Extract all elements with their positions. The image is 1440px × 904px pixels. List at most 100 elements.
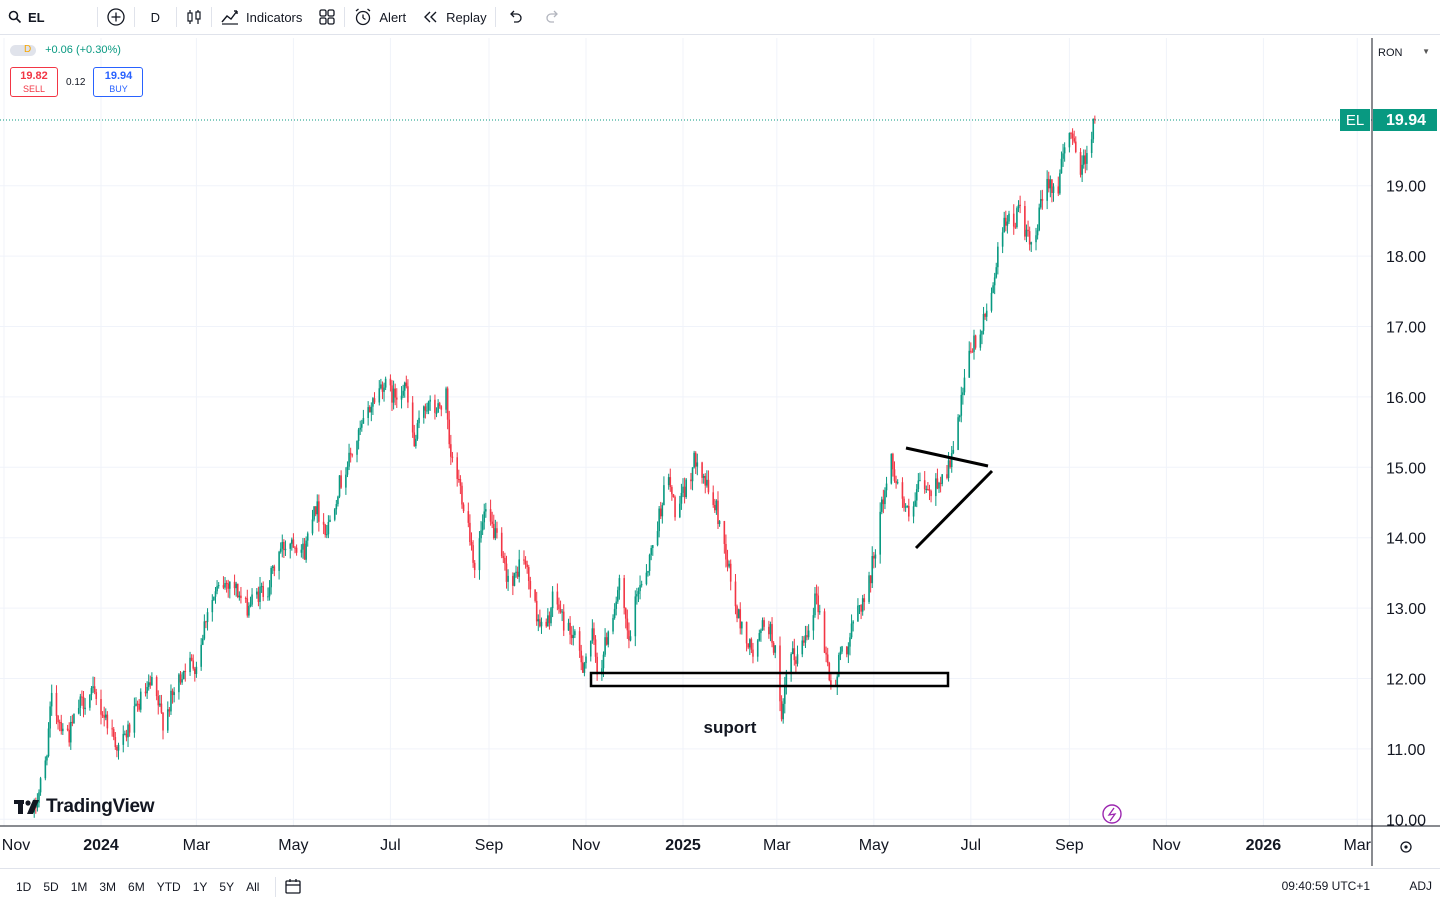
candle (116, 745, 118, 758)
range-button-all[interactable]: All (246, 879, 260, 894)
candle (467, 502, 470, 528)
candle (244, 596, 247, 603)
candle (535, 591, 538, 626)
toolbar-divider (176, 7, 178, 27)
candle (1062, 143, 1064, 167)
price-axis[interactable]: 19.00 18.00 17.00 16.00 15.00 14.00 13.00 12.00… (1386, 179, 1426, 830)
range-button-3m[interactable]: 3M (99, 879, 117, 894)
indicators-button[interactable]: Indicators (212, 0, 310, 34)
candle (623, 574, 625, 615)
range-button-5d[interactable]: 5D (43, 879, 59, 894)
interval-button[interactable]: D (135, 0, 176, 34)
triangle-lower-trendline[interactable] (914, 469, 994, 550)
candle (357, 427, 360, 450)
candle (567, 618, 570, 631)
candle (613, 603, 616, 620)
go-to-date-button[interactable] (276, 870, 310, 904)
candle (702, 473, 705, 484)
candle (71, 714, 74, 727)
candle (373, 392, 376, 405)
range-button-1d[interactable]: 1D (16, 879, 32, 894)
candle (38, 789, 40, 808)
redo-button[interactable] (534, 0, 572, 34)
time-axis-settings-button[interactable] (1400, 841, 1412, 853)
candle (201, 634, 204, 646)
candle (669, 468, 672, 492)
triangle-upper-trendline[interactable] (905, 446, 989, 468)
candle (395, 388, 398, 408)
candle (850, 614, 853, 640)
candle (803, 636, 805, 646)
candle (136, 700, 139, 712)
candle (292, 533, 295, 548)
candle (329, 515, 331, 523)
layouts-button[interactable] (310, 0, 344, 34)
sell-button[interactable]: 19.82 SELL (10, 67, 58, 97)
candle (151, 672, 153, 686)
candle (267, 587, 269, 601)
support-rectangle[interactable] (589, 671, 950, 688)
candle (661, 502, 664, 524)
candle (1094, 115, 1096, 124)
candle (485, 502, 487, 518)
candle (1035, 227, 1037, 251)
range-button-5y[interactable]: 5Y (219, 879, 235, 894)
chart-pane[interactable]: suport 19.00 18.00 17.00 16.00 15.00 14.00 13.… (0, 38, 1440, 866)
candle (1084, 149, 1087, 174)
candle (904, 503, 907, 512)
undo-button[interactable] (496, 0, 534, 34)
candle (349, 447, 352, 463)
candle (268, 580, 271, 601)
candle (1025, 224, 1028, 243)
candle (1079, 148, 1082, 178)
alert-button[interactable]: Alert (345, 0, 414, 34)
candle (281, 534, 284, 558)
candle (82, 691, 85, 718)
compare-symbol-button[interactable] (98, 0, 134, 34)
candle (957, 414, 959, 451)
candle (585, 653, 587, 669)
tradingview-logo[interactable]: TradingView (14, 796, 155, 818)
range-button-6m[interactable]: 6M (128, 879, 145, 894)
time-tick-label: Sep (475, 837, 504, 854)
candle (750, 637, 753, 654)
clock[interactable]: 09:40:59 UTC+1 (1281, 879, 1370, 893)
candle (50, 684, 53, 716)
symbol-search-button[interactable]: EL (0, 0, 53, 34)
legend-toggle[interactable]: D (10, 44, 36, 56)
candle (707, 470, 710, 495)
candle (279, 542, 282, 554)
candle (772, 641, 775, 656)
candle (69, 715, 72, 750)
currency-selector[interactable]: RON ▼ (1372, 40, 1436, 64)
candle (807, 624, 810, 640)
candle (448, 410, 451, 449)
candle (84, 698, 86, 715)
range-button-1y[interactable]: 1Y (192, 879, 208, 894)
lightning-bolt-icon[interactable] (1102, 804, 1122, 824)
interval-label: D (150, 9, 161, 25)
candle (222, 576, 225, 590)
candle (1059, 169, 1061, 196)
adj-toggle[interactable]: ADJ (1409, 879, 1432, 893)
candle (283, 539, 285, 558)
candle (316, 494, 319, 523)
candle (582, 655, 584, 673)
replay-button[interactable]: Replay (414, 0, 494, 34)
candle (295, 544, 298, 556)
candle (973, 329, 975, 360)
buy-button[interactable]: 19.94 BUY (93, 67, 144, 97)
candle (935, 473, 937, 506)
candle (214, 587, 217, 604)
candle (984, 312, 986, 320)
chart-type-button[interactable] (177, 0, 211, 34)
candle (804, 625, 807, 648)
last-price-symbol: EL (1346, 112, 1364, 129)
range-button-ytd[interactable]: YTD (156, 879, 181, 894)
time-axis[interactable]: Nov 2024 Mar May Jul Sep Nov 2025 Mar May Jul Sep No… (2, 837, 1372, 854)
candle (233, 574, 236, 596)
time-tick-label: Nov (1152, 837, 1180, 854)
range-button-1m[interactable]: 1M (70, 879, 88, 894)
buy-price: 19.94 (104, 70, 133, 82)
candle (402, 384, 404, 398)
